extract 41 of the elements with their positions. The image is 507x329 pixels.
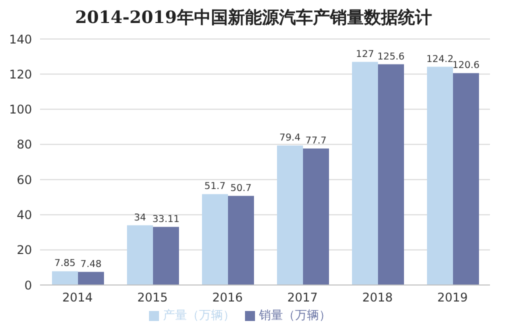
x-tick-label: 2017 — [287, 290, 318, 305]
data-label: 7.48 — [80, 258, 102, 270]
x-tick-label: 2016 — [212, 290, 243, 305]
data-label: 125.6 — [377, 51, 405, 62]
data-label: 33.11 — [152, 214, 180, 225]
y-tick-label: 140 — [9, 32, 32, 46]
bar — [378, 64, 404, 285]
y-tick-label: 20 — [16, 243, 32, 258]
bar — [303, 148, 329, 285]
data-label: 51.7 — [204, 181, 226, 192]
y-tick-label: 60 — [16, 172, 32, 187]
y-tick-label: 100 — [9, 102, 32, 117]
data-label: 34 — [134, 212, 146, 224]
bar — [352, 62, 378, 285]
bar — [427, 66, 453, 285]
data-label: 120.6 — [452, 60, 480, 72]
bar — [228, 196, 254, 285]
x-tick-label: 2015 — [137, 290, 168, 305]
y-tick-label: 80 — [16, 138, 32, 152]
y-tick-label: 0 — [24, 278, 32, 292]
legend-label: 销量（万辆） — [259, 308, 331, 322]
data-label: 77.7 — [305, 135, 327, 146]
bar — [202, 194, 228, 285]
legend-label: 产量（万辆） — [163, 308, 235, 322]
data-label: 127 — [356, 48, 374, 60]
y-tick-label: 120 — [9, 67, 32, 82]
bar — [277, 145, 303, 285]
x-tick-label: 2014 — [62, 290, 93, 305]
y-tick-label: 40 — [16, 208, 32, 222]
bar — [78, 272, 104, 285]
chart-title: 2014-2019年中国新能源汽车产销量数据统计 — [74, 7, 433, 29]
bar — [153, 226, 179, 285]
bar — [453, 73, 479, 285]
bar — [127, 225, 153, 285]
data-label: 50.7 — [230, 182, 252, 194]
data-label: 79.4 — [279, 132, 301, 144]
x-tick-label: 2018 — [362, 290, 393, 305]
bar — [52, 271, 78, 285]
data-label: 7.85 — [54, 258, 76, 270]
x-tick-label: 2019 — [437, 290, 468, 305]
data-label: 124.2 — [426, 54, 454, 65]
